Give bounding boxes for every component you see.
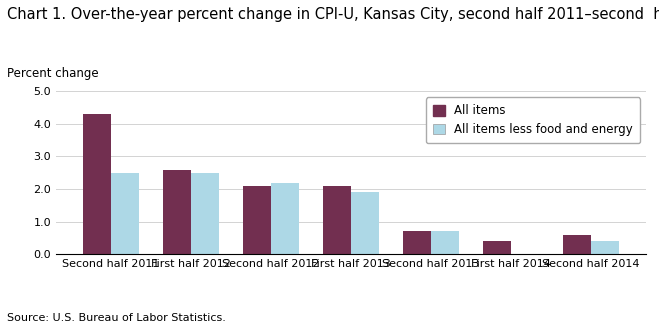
- Bar: [191, 173, 219, 254]
- Bar: [431, 231, 459, 254]
- Legend: All items, All items less food and energy: All items, All items less food and energ…: [426, 97, 640, 143]
- Bar: [403, 231, 431, 254]
- Bar: [271, 183, 299, 254]
- Bar: [83, 114, 111, 254]
- Bar: [351, 192, 379, 254]
- Bar: [483, 241, 511, 254]
- Bar: [163, 170, 191, 254]
- Bar: [323, 186, 351, 254]
- Text: Source: U.S. Bureau of Labor Statistics.: Source: U.S. Bureau of Labor Statistics.: [7, 313, 225, 323]
- Text: Percent change: Percent change: [7, 67, 98, 80]
- Text: Chart 1. Over-the-year percent change in CPI-U, Kansas City, second half 2011–se: Chart 1. Over-the-year percent change in…: [7, 7, 659, 22]
- Bar: [243, 186, 271, 254]
- Bar: [111, 173, 139, 254]
- Bar: [563, 235, 591, 254]
- Bar: [591, 241, 619, 254]
